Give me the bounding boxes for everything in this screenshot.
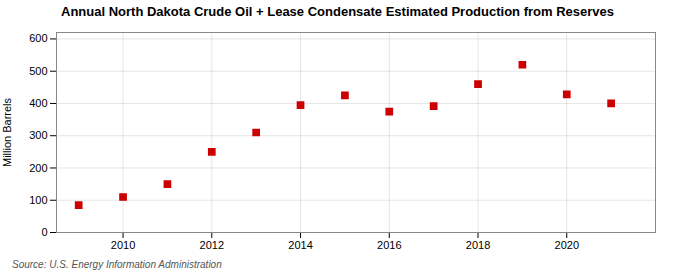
svg-text:400: 400 (29, 97, 47, 109)
svg-text:600: 600 (29, 32, 47, 44)
svg-text:500: 500 (29, 65, 47, 77)
html-text:Annual North Dakota Crude Oil: Annual North Dakota Crude Oil + Lease Co… (61, 4, 614, 19)
svg-text:300: 300 (29, 129, 47, 141)
svg-text:Million Barrels: Million Barrels (1, 97, 13, 167)
svg-text:200: 200 (29, 162, 47, 174)
svg-text:2012: 2012 (200, 239, 224, 251)
html-text:Source: U.S. Energy Informatio: Source: U.S. Energy Information Administ… (12, 259, 222, 270)
svg-text:2020: 2020 (555, 239, 579, 251)
svg-text:2018: 2018 (466, 239, 490, 251)
svg-text:2010: 2010 (111, 239, 135, 251)
svg-text:0: 0 (41, 226, 47, 238)
svg-text:100: 100 (29, 194, 47, 206)
svg-text:2016: 2016 (377, 239, 401, 251)
svg-text:2014: 2014 (288, 239, 312, 251)
